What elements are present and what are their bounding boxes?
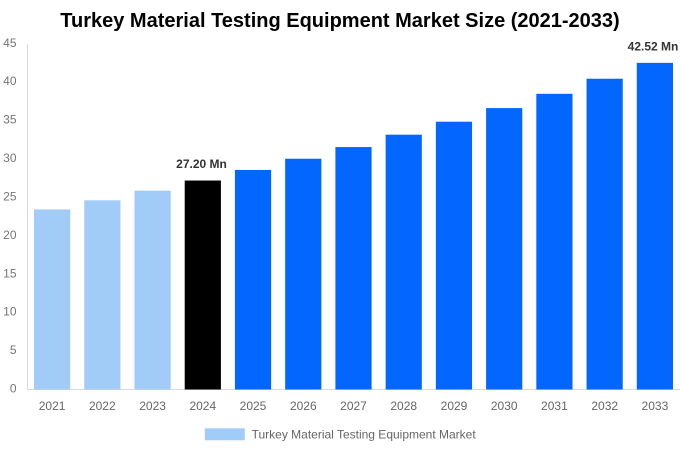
svg-text:Turkey Material Testing Equipm: Turkey Material Testing Equipment Market bbox=[252, 428, 477, 442]
svg-text:2030: 2030 bbox=[491, 399, 518, 413]
svg-text:2023: 2023 bbox=[139, 399, 166, 413]
svg-text:15: 15 bbox=[3, 266, 17, 280]
svg-text:2021: 2021 bbox=[39, 399, 66, 413]
svg-text:27.20 Mn: 27.20 Mn bbox=[176, 157, 227, 171]
svg-text:45: 45 bbox=[3, 36, 17, 50]
svg-text:40: 40 bbox=[3, 74, 17, 88]
svg-text:Turkey Material Testing Equipm: Turkey Material Testing Equipment Market… bbox=[60, 10, 619, 32]
svg-text:35: 35 bbox=[3, 113, 17, 127]
svg-text:25: 25 bbox=[3, 189, 17, 203]
svg-text:2031: 2031 bbox=[541, 399, 568, 413]
svg-text:42.52 Mn: 42.52 Mn bbox=[628, 40, 679, 54]
svg-text:2028: 2028 bbox=[390, 399, 417, 413]
svg-text:20: 20 bbox=[3, 228, 17, 242]
svg-text:0: 0 bbox=[10, 382, 17, 396]
svg-text:2022: 2022 bbox=[89, 399, 116, 413]
svg-text:10: 10 bbox=[3, 305, 17, 319]
svg-text:2025: 2025 bbox=[240, 399, 267, 413]
svg-text:2024: 2024 bbox=[189, 399, 216, 413]
svg-text:2027: 2027 bbox=[340, 399, 367, 413]
svg-text:30: 30 bbox=[3, 151, 17, 165]
svg-text:2032: 2032 bbox=[591, 399, 618, 413]
svg-text:5: 5 bbox=[10, 343, 17, 357]
svg-text:2026: 2026 bbox=[290, 399, 317, 413]
svg-text:2029: 2029 bbox=[441, 399, 468, 413]
svg-text:2033: 2033 bbox=[642, 399, 669, 413]
